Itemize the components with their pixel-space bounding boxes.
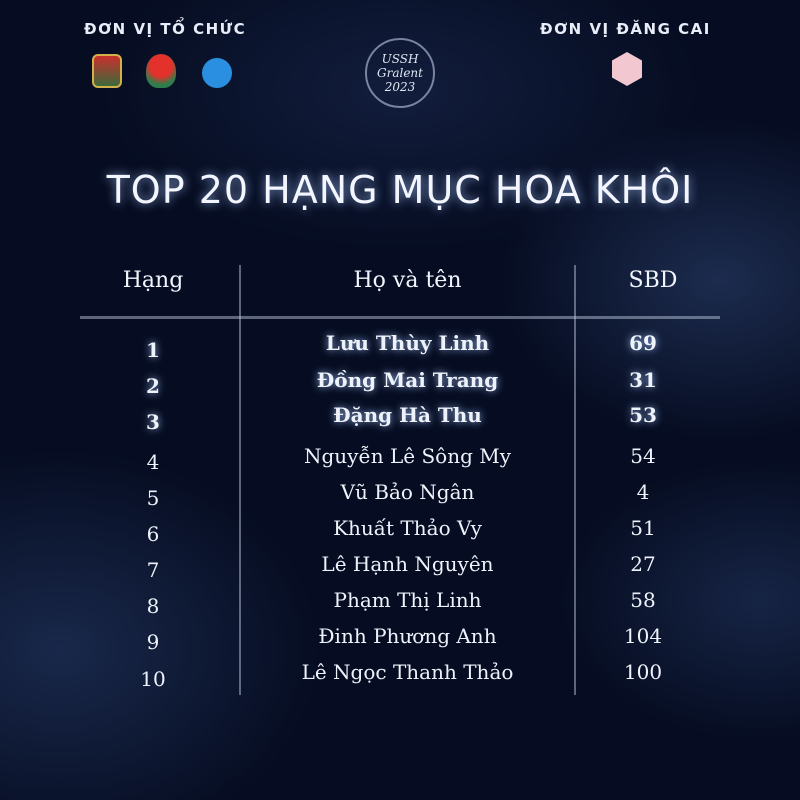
gralent-logo: USSH Gralent 2023 bbox=[355, 38, 445, 112]
organizer-label: ĐƠN VỊ TỔ CHỨC bbox=[84, 20, 247, 38]
header-divider bbox=[80, 316, 720, 319]
youth-union-logo bbox=[146, 54, 176, 88]
sbd-cell: 53 bbox=[629, 403, 657, 427]
name-cell: Lưu Thùy Linh bbox=[325, 331, 490, 355]
student-association-logo bbox=[202, 58, 232, 88]
sbd-cell: 31 bbox=[629, 368, 657, 392]
sbd-cell: 104 bbox=[623, 624, 663, 648]
rank-cell: 2 bbox=[146, 374, 160, 398]
rank-cell: 1 bbox=[146, 338, 160, 362]
name-cell: Phạm Thị Linh bbox=[333, 588, 482, 612]
name-cell: Vũ Bảo Ngân bbox=[340, 480, 475, 504]
rank-cell: 5 bbox=[146, 486, 160, 510]
name-cell: Đồng Mai Trang bbox=[316, 368, 499, 392]
host-logo bbox=[612, 52, 642, 86]
sbd-cell: 58 bbox=[630, 588, 656, 612]
page-title: TOP 20 HẠNG MỤC HOA KHÔI bbox=[106, 168, 694, 212]
rank-cell: 7 bbox=[146, 558, 160, 582]
rank-cell: 6 bbox=[146, 522, 160, 546]
column-header-rank: Hạng bbox=[122, 268, 184, 293]
sbd-cell: 100 bbox=[623, 660, 663, 684]
rank-cell: 8 bbox=[146, 594, 160, 618]
name-cell: Đinh Phương Anh bbox=[318, 624, 497, 648]
name-cell: Lê Hạnh Nguyên bbox=[321, 552, 494, 576]
rank-cell: 4 bbox=[146, 450, 160, 474]
event-logo-text: USSH Gralent 2023 bbox=[365, 38, 435, 108]
university-logo bbox=[92, 54, 122, 88]
host-label: ĐƠN VỊ ĐĂNG CAI bbox=[540, 20, 711, 38]
name-cell: Nguyễn Lê Sông My bbox=[303, 444, 512, 468]
sbd-cell: 51 bbox=[630, 516, 656, 540]
name-cell: Khuất Thảo Vy bbox=[333, 516, 482, 540]
sbd-cell: 4 bbox=[636, 480, 650, 504]
rank-cell: 10 bbox=[140, 667, 166, 691]
name-cell: Đặng Hà Thu bbox=[333, 403, 482, 427]
rank-cell: 3 bbox=[146, 410, 160, 434]
sbd-cell: 69 bbox=[629, 331, 657, 355]
rank-cell: 9 bbox=[146, 630, 160, 654]
column-divider bbox=[574, 265, 576, 695]
column-header-name: Họ và tên bbox=[353, 268, 462, 293]
column-divider bbox=[239, 265, 241, 695]
sbd-cell: 54 bbox=[630, 444, 656, 468]
column-header-sbd: SBD bbox=[628, 268, 678, 293]
sbd-cell: 27 bbox=[630, 552, 656, 576]
name-cell: Lê Ngọc Thanh Thảo bbox=[301, 660, 514, 684]
